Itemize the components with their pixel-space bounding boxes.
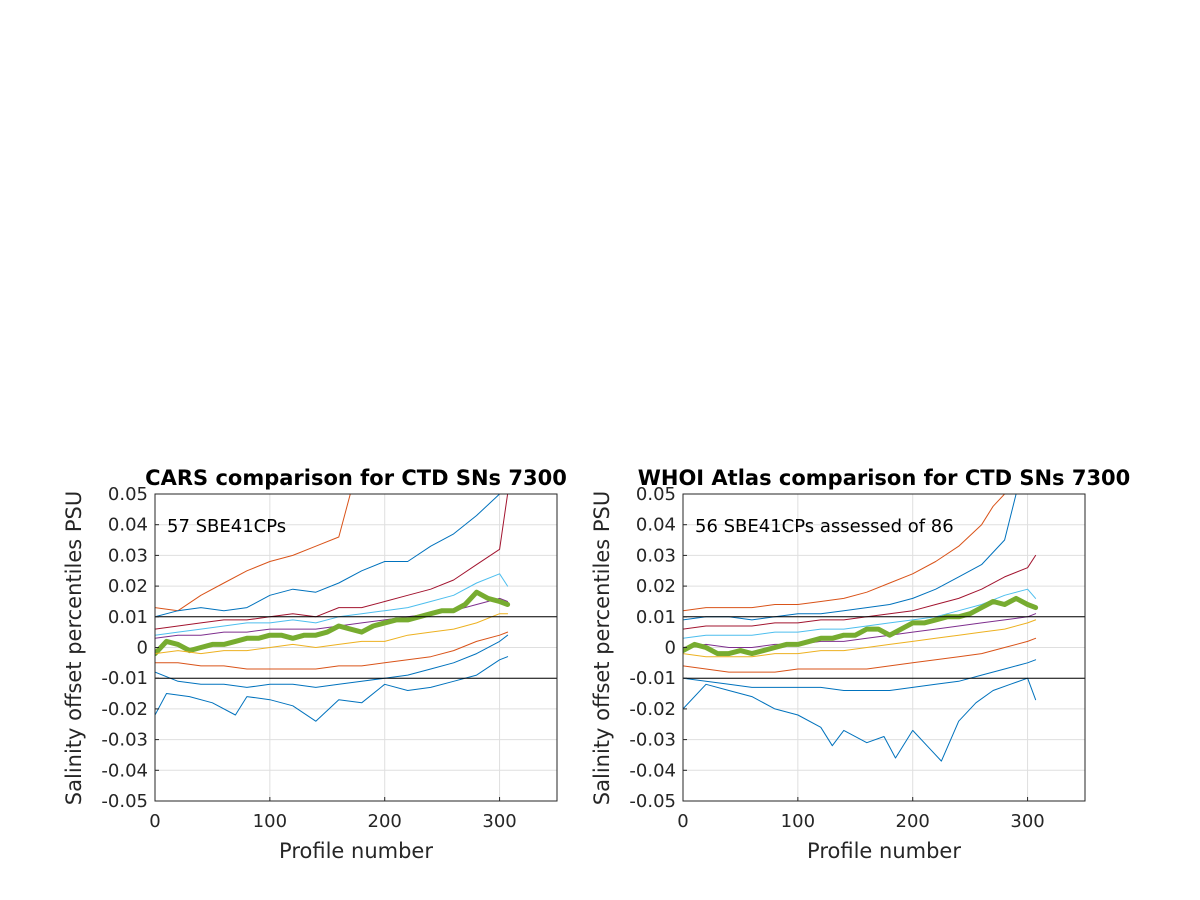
cars-percentile-series-8	[155, 634, 509, 688]
whoi-y-tick-label: -0.01	[629, 668, 676, 689]
whoi-y-tick-label: 0.05	[636, 484, 676, 505]
cars-y-axis-label: Salinity offset percentiles PSU	[62, 491, 86, 805]
cars-x-tick-label: 100	[253, 811, 287, 832]
whoi-chart-title: WHOI Atlas comparison for CTD SNs 7300	[638, 466, 1131, 490]
whoi-percentile-series-5	[683, 595, 1039, 657]
cars-percentile-series-5	[155, 589, 511, 657]
cars-percentile-series-1	[155, 494, 509, 618]
whoi-y-tick-label: -0.02	[629, 699, 676, 720]
whoi-y-tick-label: 0.04	[636, 515, 676, 536]
cars-y-tick-label: 0.03	[108, 545, 148, 566]
cars-percentile-series-6	[155, 613, 509, 655]
cars-comparison-panel: 0 100 200 300 -0.05 -0.04 -0.03 -0.02 -0.01 0 0.01…	[62, 466, 567, 863]
whoi-x-tick-label: 200	[896, 811, 930, 832]
whoi-atlas-comparison-panel: 0 100 200 300 -0.05 -0.04 -0.03 -0.02 -0.01 0 0.01…	[590, 466, 1130, 863]
cars-y-tick-label: -0.01	[101, 668, 148, 689]
cars-y-tick-label: 0.04	[108, 515, 148, 536]
whoi-y-tick-label: 0.02	[636, 576, 676, 597]
cars-x-tick-label: 300	[482, 811, 516, 832]
cars-percentile-series-2	[155, 494, 509, 630]
cars-x-tick-label: 0	[149, 811, 160, 832]
whoi-y-tick-label: -0.03	[629, 730, 676, 751]
cars-y-tick-label: 0.05	[108, 484, 148, 505]
cars-y-tick-label: -0.04	[101, 760, 148, 781]
whoi-percentile-series-8	[683, 659, 1037, 691]
cars-series-group	[155, 494, 511, 722]
cars-percentile-series-9	[155, 656, 509, 722]
cars-x-tick-label: 200	[368, 811, 402, 832]
whoi-percentile-series-0	[683, 494, 1037, 612]
whoi-percentile-series-7	[683, 637, 1037, 673]
whoi-percentile-series-4	[683, 613, 1037, 648]
whoi-y-tick-label: 0.03	[636, 545, 676, 566]
whoi-percentile-series-6	[683, 619, 1037, 658]
whoi-x-tick-label: 100	[781, 811, 815, 832]
cars-y-tick-label: 0.01	[108, 607, 148, 628]
whoi-y-tick-label: -0.04	[629, 760, 676, 781]
whoi-float-count-annotation: 56 SBE41CPs assessed of 86	[695, 516, 954, 537]
whoi-y-tick-label: 0.01	[636, 607, 676, 628]
cars-chart-title: CARS comparison for CTD SNs 7300	[145, 466, 567, 490]
whoi-percentile-series-1	[683, 494, 1037, 621]
cars-percentile-series-7	[155, 631, 509, 670]
whoi-x-tick-label: 0	[677, 811, 688, 832]
cars-y-tick-label: 0.02	[108, 576, 148, 597]
whoi-y-axis-label: Salinity offset percentiles PSU	[590, 491, 614, 805]
cars-y-tick-label: -0.02	[101, 699, 148, 720]
cars-percentile-series-0	[155, 494, 509, 612]
cars-float-count-annotation: 57 SBE41CPs	[167, 516, 286, 537]
cars-x-axis-label: Profile number	[279, 839, 433, 863]
cars-y-tick-label: -0.05	[101, 791, 148, 812]
whoi-series-group	[683, 494, 1039, 762]
cars-y-tick-label: 0	[137, 638, 148, 659]
whoi-y-tick-label: 0	[665, 638, 676, 659]
whoi-percentile-series-9	[683, 677, 1037, 762]
cars-y-tick-label: -0.03	[101, 730, 148, 751]
whoi-x-tick-label: 300	[1010, 811, 1044, 832]
whoi-y-tick-label: -0.05	[629, 791, 676, 812]
whoi-x-axis-label: Profile number	[807, 839, 961, 863]
